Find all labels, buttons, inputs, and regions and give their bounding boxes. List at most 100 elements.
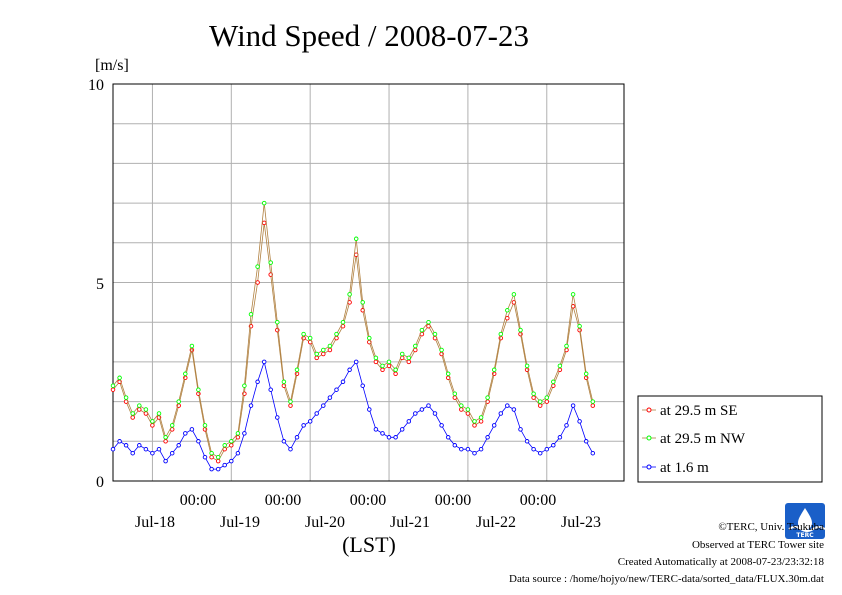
data-point [386, 359, 392, 365]
data-point [373, 355, 379, 361]
chart-title: Wind Speed / 2008-07-23 [209, 18, 529, 53]
data-point [505, 315, 510, 321]
x-date-label: Jul-18 [135, 514, 175, 531]
data-point [183, 431, 188, 436]
series-line [112, 203, 594, 458]
data-point [472, 423, 477, 428]
data-point [314, 351, 319, 357]
data-point [327, 395, 333, 400]
data-point [156, 446, 162, 452]
series-layer [110, 200, 596, 472]
footer-observed: Observed at TERC Tower site [691, 539, 824, 551]
data-point [255, 379, 260, 385]
data-point [137, 407, 142, 412]
data-point [583, 371, 589, 377]
data-point [380, 367, 385, 373]
data-point [255, 264, 260, 269]
data-point [327, 343, 333, 349]
data-point [399, 427, 405, 432]
data-point [347, 292, 352, 297]
data-point [268, 260, 273, 265]
x-time-label: 00:00 [350, 492, 386, 509]
footer-source: Data source : /home/hojyo/new/TERC-data/… [509, 573, 824, 585]
data-point [531, 446, 536, 452]
data-point [537, 399, 543, 404]
data-point [465, 446, 471, 452]
data-point [439, 423, 444, 428]
data-point [301, 331, 306, 337]
data-point [393, 371, 398, 377]
series-line [112, 222, 594, 462]
data-point [353, 359, 359, 365]
data-point [321, 351, 326, 357]
data-point [137, 443, 142, 448]
data-point [261, 359, 267, 365]
series [110, 200, 596, 460]
x-date-label: Jul-21 [390, 514, 430, 531]
data-point [564, 343, 569, 349]
data-point [570, 292, 576, 297]
data-point [518, 327, 523, 333]
data-point [235, 431, 241, 436]
x-axis-label: (LST) [342, 532, 396, 557]
data-point [242, 383, 247, 388]
data-point [117, 375, 122, 381]
data-point [209, 450, 214, 456]
data-point [537, 403, 543, 408]
data-point [472, 419, 477, 424]
data-point [406, 419, 412, 424]
data-point [537, 450, 543, 456]
data-point [373, 427, 379, 432]
data-point [294, 435, 300, 440]
data-point [288, 399, 293, 404]
terc-logo-icon: TERC [785, 503, 825, 539]
data-point [498, 331, 504, 337]
data-point [143, 407, 149, 412]
data-point [143, 446, 149, 452]
data-point [321, 403, 326, 408]
data-point [163, 435, 168, 440]
data-point [189, 427, 195, 432]
data-point [275, 415, 280, 420]
data-point [176, 443, 181, 448]
data-point [209, 454, 214, 460]
data-point [229, 439, 234, 444]
x-date-label: Jul-20 [305, 514, 345, 531]
data-point [518, 427, 523, 432]
data-point [196, 439, 201, 444]
data-point [281, 439, 287, 444]
data-point [222, 443, 227, 448]
data-point [110, 383, 116, 388]
grid [113, 84, 624, 481]
data-point [491, 423, 497, 428]
data-point [123, 443, 129, 448]
data-point [229, 458, 234, 464]
data-point [583, 439, 589, 444]
footer-copyright: ©TERC, Univ. Tsukuba [718, 521, 824, 533]
data-point [511, 292, 517, 297]
data-point [452, 391, 458, 396]
legend-box [637, 395, 823, 483]
data-point [130, 450, 135, 456]
data-point [183, 371, 188, 377]
data-point [531, 395, 536, 400]
data-point [347, 367, 352, 373]
data-point [281, 379, 287, 385]
series [110, 359, 596, 472]
data-point [590, 399, 596, 404]
data-point [327, 347, 333, 353]
data-point [505, 308, 510, 313]
data-point [156, 411, 162, 416]
data-point [215, 454, 221, 460]
data-point [445, 435, 451, 440]
y-axis-unit: [m/s] [95, 57, 129, 74]
data-point [163, 458, 168, 464]
legend-label: at 29.5 m NW [660, 431, 746, 447]
data-point [117, 439, 122, 444]
data-point [169, 423, 175, 428]
data-point [426, 403, 431, 408]
data-point [261, 200, 267, 206]
data-point [202, 454, 208, 460]
data-point [531, 391, 536, 396]
